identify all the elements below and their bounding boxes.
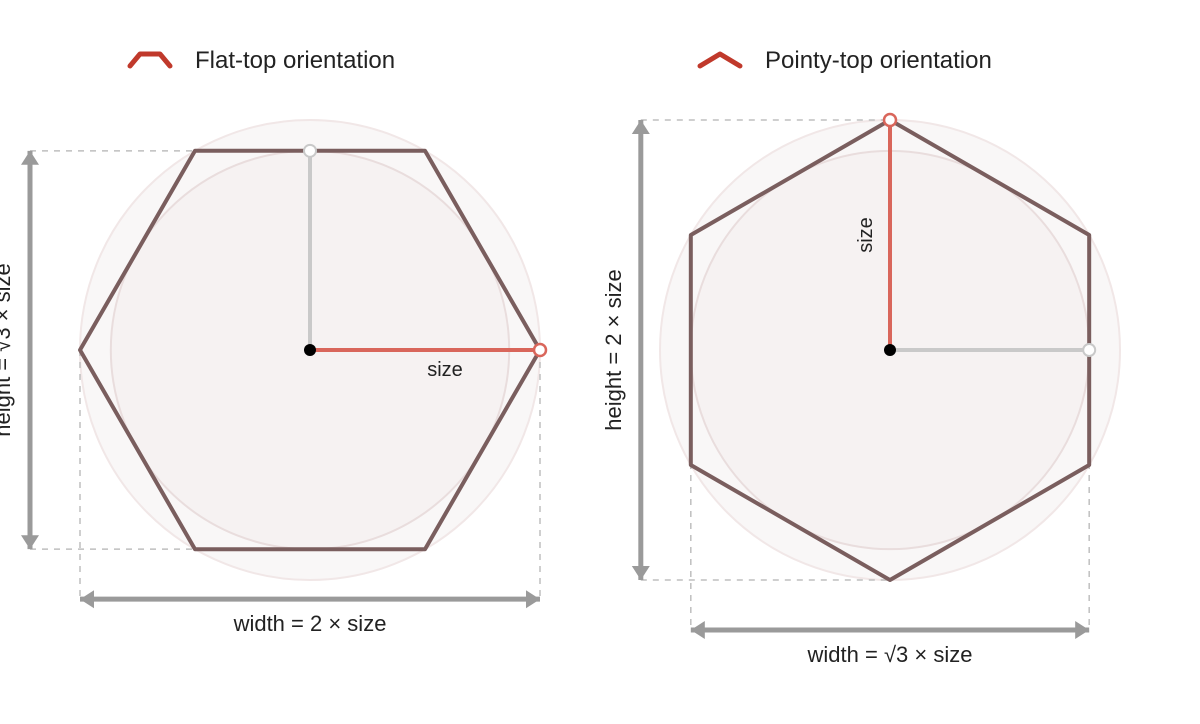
left-height-label: height = √3 × size bbox=[0, 263, 15, 437]
left-title: Flat-top orientation bbox=[195, 47, 395, 74]
right-size-endpoint bbox=[884, 114, 896, 126]
left-height-dimension bbox=[21, 151, 39, 549]
right-orientation-icon bbox=[700, 54, 740, 66]
right-height-dimension bbox=[632, 120, 650, 580]
right-size-label: size bbox=[855, 217, 877, 253]
hexagon-orientation-diagram: size height = √3 × size width = 2 × size Fl… bbox=[0, 0, 1200, 724]
left-orientation-icon bbox=[130, 54, 170, 66]
left-width-label: width = 2 × size bbox=[233, 611, 387, 636]
left-size-endpoint bbox=[534, 344, 546, 356]
right-center-dot bbox=[884, 344, 896, 356]
right-apothem-endpoint bbox=[1083, 344, 1095, 356]
right-width-dimension bbox=[691, 621, 1089, 639]
left-width-dimension bbox=[80, 590, 540, 608]
right-height-label: height = 2 × size bbox=[601, 269, 626, 430]
right-width-label: width = √3 × size bbox=[807, 642, 973, 667]
left-size-label: size bbox=[427, 359, 463, 381]
left-apothem-endpoint bbox=[304, 145, 316, 157]
right-title: Pointy-top orientation bbox=[765, 47, 992, 74]
left-center-dot bbox=[304, 344, 316, 356]
